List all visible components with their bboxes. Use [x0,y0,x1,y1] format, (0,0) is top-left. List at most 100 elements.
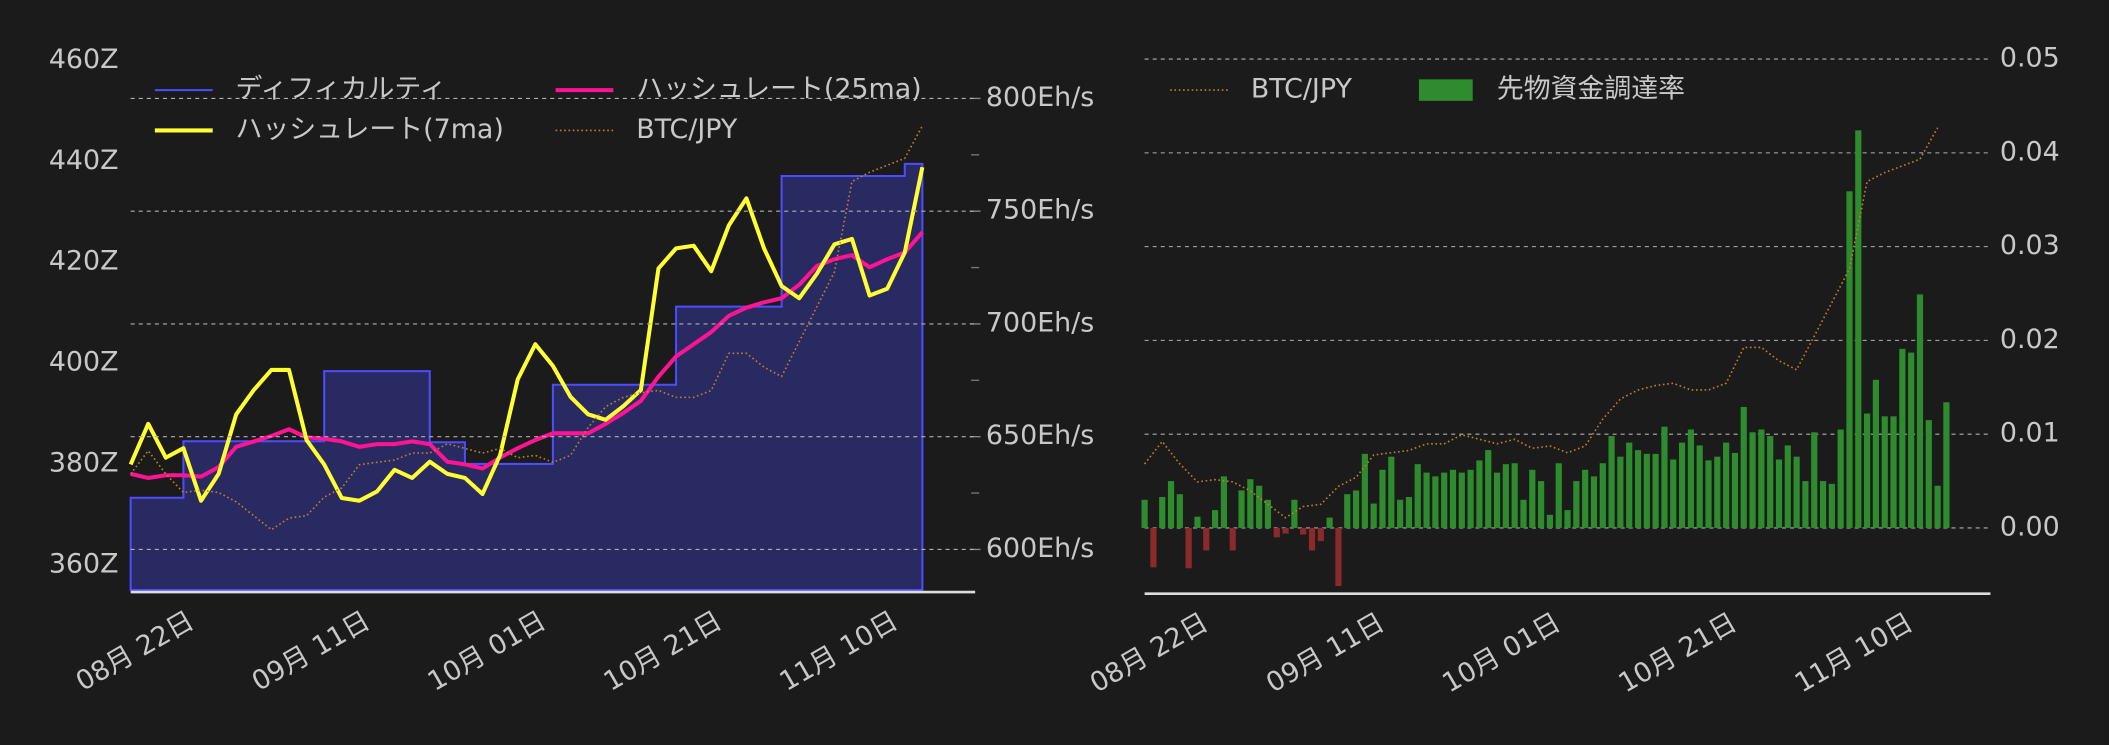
bar [1211,510,1219,528]
bar [1352,490,1360,528]
bar [1828,483,1835,528]
bar [1723,442,1730,528]
series-layer [128,125,925,592]
y-tick-label: 400Z [49,347,119,378]
bar [1467,469,1474,528]
bar [1441,472,1448,528]
bar [1264,499,1272,528]
y-tick-label: 0.05 [2000,43,2060,74]
bar [1361,453,1368,528]
bar [1643,453,1650,528]
y-tick-label: 0.04 [2000,136,2060,167]
bar [1925,420,1932,528]
bar [1379,469,1386,528]
bar [1846,191,1853,528]
bar [1502,464,1509,528]
bar [1564,510,1571,528]
legend-label: ハッシュレート(7ma) [236,114,504,145]
bar [1529,469,1536,528]
bar [1493,472,1501,528]
bar [1573,481,1580,528]
bar [1626,442,1633,528]
bar [1185,527,1192,569]
y2-tick-label: 800Eh/s [986,82,1094,113]
y2-tick-label: 650Eh/s [986,420,1094,451]
bar [1916,294,1924,528]
y-tick-label: 440Z [49,145,119,176]
bar [1943,402,1950,528]
bar [1767,436,1774,528]
bar [1397,499,1404,528]
y-tick-label: 0.00 [2000,511,2060,542]
bar [1414,464,1421,528]
bar [1256,485,1263,528]
bar [1273,527,1280,538]
bar [1696,445,1703,528]
bar [1758,429,1765,528]
bar [1687,429,1694,528]
bar [1176,494,1183,528]
bar [1449,469,1457,528]
y2-tick-label: 600Eh/s [986,533,1094,564]
bar [1864,413,1871,528]
bar [1582,469,1589,528]
bar [1890,416,1897,528]
bar [1220,476,1227,528]
bar [1908,352,1915,528]
bar [1159,496,1166,528]
bar [1344,494,1351,528]
bar [1599,463,1606,528]
bar [1423,472,1430,528]
bar [1326,517,1333,528]
bar [1678,442,1686,528]
bar [1546,514,1553,528]
bar [1608,436,1615,528]
bar [1511,463,1518,528]
legend-label: BTC/JPY [1251,74,1353,105]
bar [1634,450,1642,528]
bar [1793,456,1800,528]
bar [1247,479,1254,528]
y2-tick-label: 750Eh/s [986,195,1094,226]
bar [1934,485,1941,528]
bar [1238,490,1245,528]
bar [1740,406,1747,528]
bar [1150,527,1157,568]
bar [1731,452,1739,528]
bar [1203,527,1210,551]
y-tick-label: 0.03 [2000,230,2060,261]
line [130,125,924,531]
bar [1538,481,1545,528]
bar [1432,476,1439,528]
legend-label: ハッシュレート(25ma) [636,74,921,105]
bar [1555,463,1562,528]
y2-tick-label: 700Eh/s [986,307,1094,338]
bar [1194,516,1201,528]
bar [1167,481,1175,528]
bar [1784,445,1791,528]
bar [1749,432,1756,528]
bar [1855,130,1862,528]
bar [1819,481,1827,528]
bar [1370,503,1377,528]
line [128,166,925,503]
y-tick-label: 0.01 [2000,418,2060,449]
legend-label: ディフィカルティ [236,74,447,105]
legend-label: BTC/JPY [636,114,738,145]
bar [1802,481,1809,528]
y-tick-label: 380Z [49,447,119,478]
bar [1229,527,1236,551]
legend-label: 先物資金調達率 [1497,74,1685,105]
bar [1485,450,1492,528]
y-tick-label: 360Z [49,548,119,579]
y-tick-label: 0.02 [2000,324,2060,355]
bar [1714,456,1721,528]
bar [1308,527,1316,551]
bar [1317,527,1324,542]
bar [1590,476,1598,528]
bar [1837,429,1844,528]
grid-layer [130,97,976,550]
bar [1705,460,1712,528]
bar [1282,527,1289,534]
